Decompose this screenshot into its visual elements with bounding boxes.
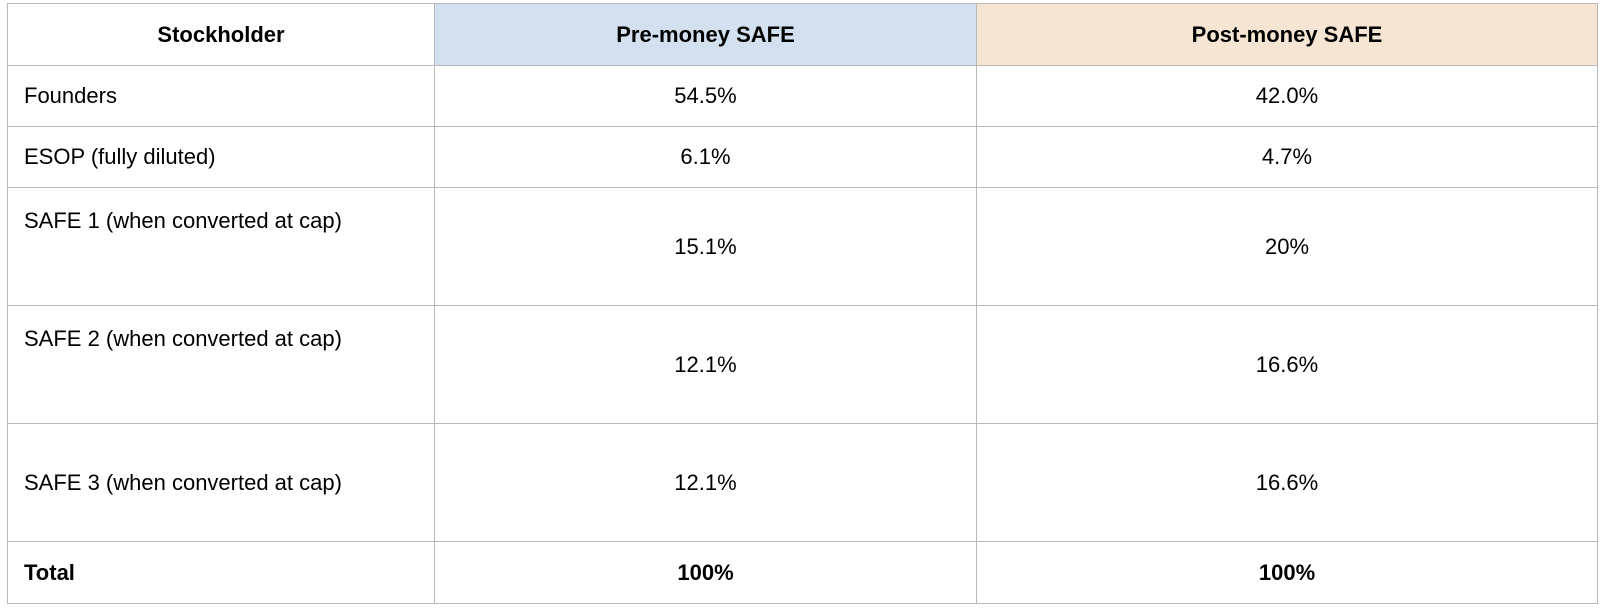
table-row: SAFE 2 (when converted at cap) 12.1% 16.…	[7, 305, 1598, 424]
table-row: Founders 54.5% 42.0%	[7, 65, 1598, 127]
table-row: SAFE 3 (when converted at cap) 12.1% 16.…	[7, 423, 1598, 542]
table-row: SAFE 1 (when converted at cap) 15.1% 20%	[7, 187, 1598, 306]
header-stockholder: Stockholder	[7, 3, 435, 66]
header-post-money-safe: Post-money SAFE	[976, 3, 1598, 66]
total-pre: 100%	[434, 541, 977, 604]
total-post: 100%	[976, 541, 1598, 604]
header-row: Stockholder Pre-money SAFE Post-money SA…	[7, 3, 1598, 66]
row-safe1-pre: 15.1%	[434, 187, 977, 306]
total-label: Total	[7, 541, 435, 604]
cap-table: Stockholder Pre-money SAFE Post-money SA…	[7, 3, 1598, 604]
row-founders-pre: 54.5%	[434, 65, 977, 127]
row-safe2-pre: 12.1%	[434, 305, 977, 424]
row-safe1-post: 20%	[976, 187, 1598, 306]
table-row: ESOP (fully diluted) 6.1% 4.7%	[7, 126, 1598, 188]
row-safe2-name: SAFE 2 (when converted at cap)	[7, 305, 435, 424]
row-safe3-name: SAFE 3 (when converted at cap)	[7, 423, 435, 542]
row-safe1-name: SAFE 1 (when converted at cap)	[7, 187, 435, 306]
header-pre-money-safe: Pre-money SAFE	[434, 3, 977, 66]
total-row: Total 100% 100%	[7, 541, 1598, 604]
row-safe3-pre: 12.1%	[434, 423, 977, 542]
row-founders-post: 42.0%	[976, 65, 1598, 127]
row-esop-post: 4.7%	[976, 126, 1598, 188]
row-esop-name: ESOP (fully diluted)	[7, 126, 435, 188]
row-safe3-post: 16.6%	[976, 423, 1598, 542]
row-esop-pre: 6.1%	[434, 126, 977, 188]
row-safe2-post: 16.6%	[976, 305, 1598, 424]
row-founders-name: Founders	[7, 65, 435, 127]
